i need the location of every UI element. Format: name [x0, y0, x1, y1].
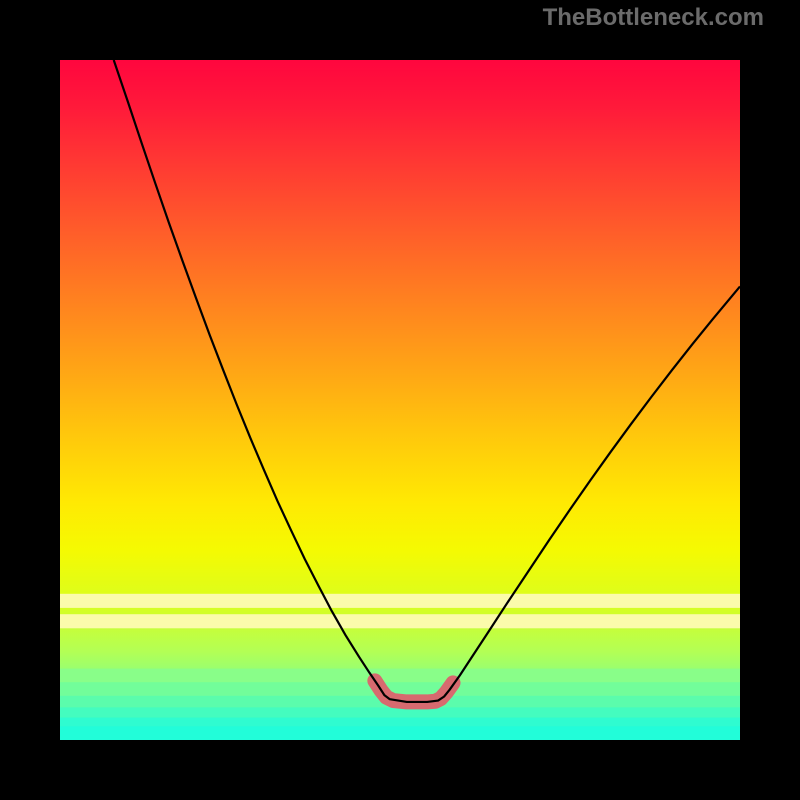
plot-frame — [30, 30, 770, 770]
background-gradient — [60, 60, 740, 740]
color-band — [60, 669, 740, 683]
color-band — [60, 594, 740, 608]
color-band — [60, 726, 740, 740]
watermark-text: TheBottleneck.com — [543, 4, 764, 32]
color-band — [60, 614, 740, 628]
plot-svg — [60, 60, 740, 740]
